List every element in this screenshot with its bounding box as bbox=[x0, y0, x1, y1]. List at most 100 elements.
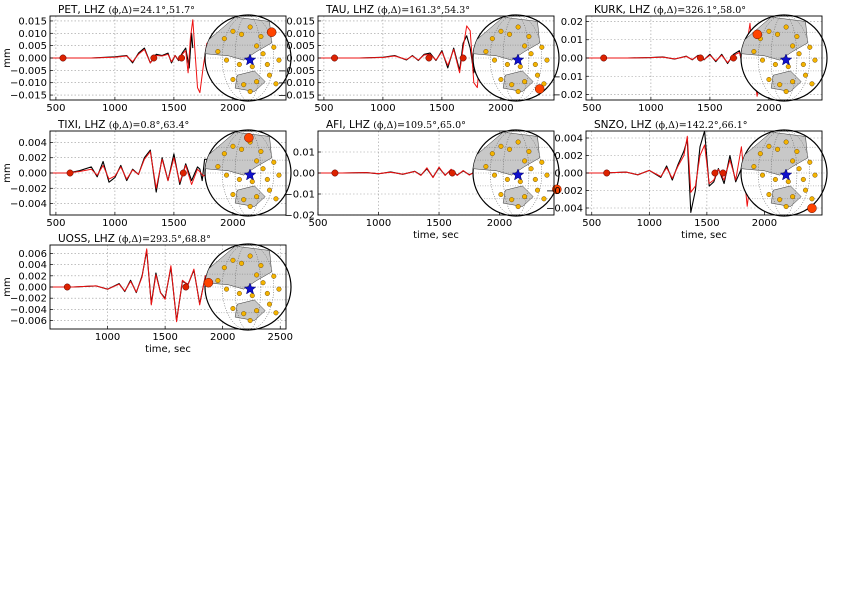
x-tick-label: 1500 bbox=[161, 103, 186, 114]
panel-title-coords: (ϕ,Δ)=0.8°,63.4° bbox=[109, 120, 190, 131]
station-dot bbox=[271, 159, 277, 165]
graticule-meridian bbox=[234, 15, 262, 101]
station-dot bbox=[794, 148, 800, 154]
station-dot bbox=[532, 61, 538, 67]
x-tick-label: 2000 bbox=[220, 218, 245, 229]
station-dot bbox=[498, 28, 504, 34]
phase-marker bbox=[331, 169, 339, 177]
x-tick-label: 1000 bbox=[102, 218, 127, 229]
station-dot bbox=[777, 82, 783, 88]
station-dot bbox=[223, 172, 229, 178]
panel-uoss: 1000 1500 2000 2500−0.006−0.004−0.0020.0000… bbox=[2, 233, 293, 355]
station-dot bbox=[522, 79, 528, 85]
y-tick-label: −0.005 bbox=[10, 66, 47, 77]
phase-marker bbox=[59, 54, 67, 62]
station-dot bbox=[241, 311, 247, 317]
graticule-meridian bbox=[221, 15, 274, 101]
graticule-meridian bbox=[221, 244, 274, 330]
x-tick-label: 1500 bbox=[429, 103, 454, 114]
synthetic-trace bbox=[50, 19, 217, 94]
y-axis-label: mm bbox=[2, 277, 13, 296]
station-dot bbox=[809, 81, 815, 87]
station-dot bbox=[812, 57, 818, 63]
x-tick-label: 500 bbox=[582, 103, 601, 114]
station-dot bbox=[515, 89, 521, 95]
station-dot bbox=[528, 166, 534, 172]
station-dot bbox=[522, 43, 528, 49]
phase-marker bbox=[719, 169, 727, 177]
globe-inset bbox=[204, 14, 292, 102]
panel-title: UOSS, LHZ (ϕ,Δ)=293.5°,68.8° bbox=[58, 233, 211, 245]
y-tick-label: −0.02 bbox=[284, 211, 315, 222]
y-tick-label: −0.01 bbox=[552, 72, 583, 83]
graticule-meridian bbox=[490, 130, 543, 216]
x-tick-label: 1500 bbox=[694, 218, 719, 229]
station-dot bbox=[267, 301, 273, 307]
station-dot bbox=[254, 272, 260, 278]
station-dot bbox=[807, 44, 813, 50]
station-dot bbox=[260, 51, 266, 57]
station-dot bbox=[515, 24, 521, 30]
station-dot bbox=[247, 318, 253, 324]
y-tick-label: 0.00 bbox=[293, 169, 315, 180]
x-tick-label: 1000 bbox=[638, 103, 663, 114]
highlight-station bbox=[534, 84, 545, 94]
station-dot bbox=[783, 89, 789, 95]
x-tick-label: 1500 bbox=[161, 218, 186, 229]
graticule-meridian bbox=[770, 130, 798, 216]
station-dot bbox=[247, 204, 253, 210]
station-dot bbox=[775, 146, 781, 152]
station-dot bbox=[215, 49, 221, 55]
panel-title-coords: (ϕ,Δ)=142.2°,66.1° bbox=[655, 120, 748, 131]
station-dot bbox=[751, 164, 757, 170]
land-asia bbox=[741, 16, 808, 61]
x-tick-label: 500 bbox=[308, 218, 327, 229]
station-dot bbox=[783, 24, 789, 30]
x-tick-label: 1000 bbox=[102, 103, 127, 114]
y-tick-label: 0.005 bbox=[286, 41, 315, 52]
station-dot bbox=[757, 151, 763, 157]
panel-title: TAU, LHZ (ϕ,Δ)=161.3°,54.3° bbox=[325, 4, 470, 16]
station-dot bbox=[483, 164, 489, 170]
station-dot bbox=[509, 82, 515, 88]
y-tick-label: −0.006 bbox=[10, 316, 47, 327]
station-dot bbox=[803, 72, 809, 78]
phase-marker bbox=[425, 54, 433, 62]
station-dot bbox=[249, 64, 255, 70]
station-dot bbox=[258, 148, 264, 154]
station-dot bbox=[790, 194, 796, 200]
graticule-meridian bbox=[770, 15, 798, 101]
graticule-meridian bbox=[758, 130, 811, 216]
highlight-station bbox=[752, 29, 763, 40]
phase-marker bbox=[63, 283, 71, 291]
station-dot bbox=[526, 148, 532, 154]
station-dot bbox=[247, 89, 253, 95]
station-dot bbox=[507, 31, 513, 37]
globe-inset bbox=[203, 243, 292, 331]
station-dot bbox=[517, 179, 523, 185]
y-tick-label: −0.010 bbox=[278, 78, 315, 89]
station-dot bbox=[794, 34, 800, 40]
station-dot bbox=[276, 286, 282, 292]
station-dot bbox=[273, 196, 279, 202]
station-dot bbox=[498, 76, 504, 82]
panel-title-station: TAU, LHZ bbox=[325, 4, 377, 16]
land-asia bbox=[205, 16, 272, 61]
y-tick-label: 0.015 bbox=[286, 16, 315, 27]
event-star-icon bbox=[243, 282, 257, 295]
station-dot bbox=[775, 31, 781, 37]
phase-marker bbox=[697, 54, 704, 62]
station-dot bbox=[260, 166, 266, 172]
x-tick-label: 1500 bbox=[426, 218, 451, 229]
station-dot bbox=[509, 197, 515, 203]
station-dot bbox=[785, 179, 791, 185]
y-tick-label: −0.004 bbox=[10, 199, 47, 210]
globe-inset bbox=[204, 129, 292, 217]
station-dot bbox=[796, 51, 802, 57]
event-star-icon bbox=[779, 168, 793, 181]
panel-title-coords: (ϕ,Δ)=293.5°,68.8° bbox=[118, 234, 211, 245]
synthetic-trace bbox=[318, 25, 485, 89]
station-dot bbox=[489, 36, 495, 42]
x-tick-label: 2000 bbox=[220, 103, 245, 114]
